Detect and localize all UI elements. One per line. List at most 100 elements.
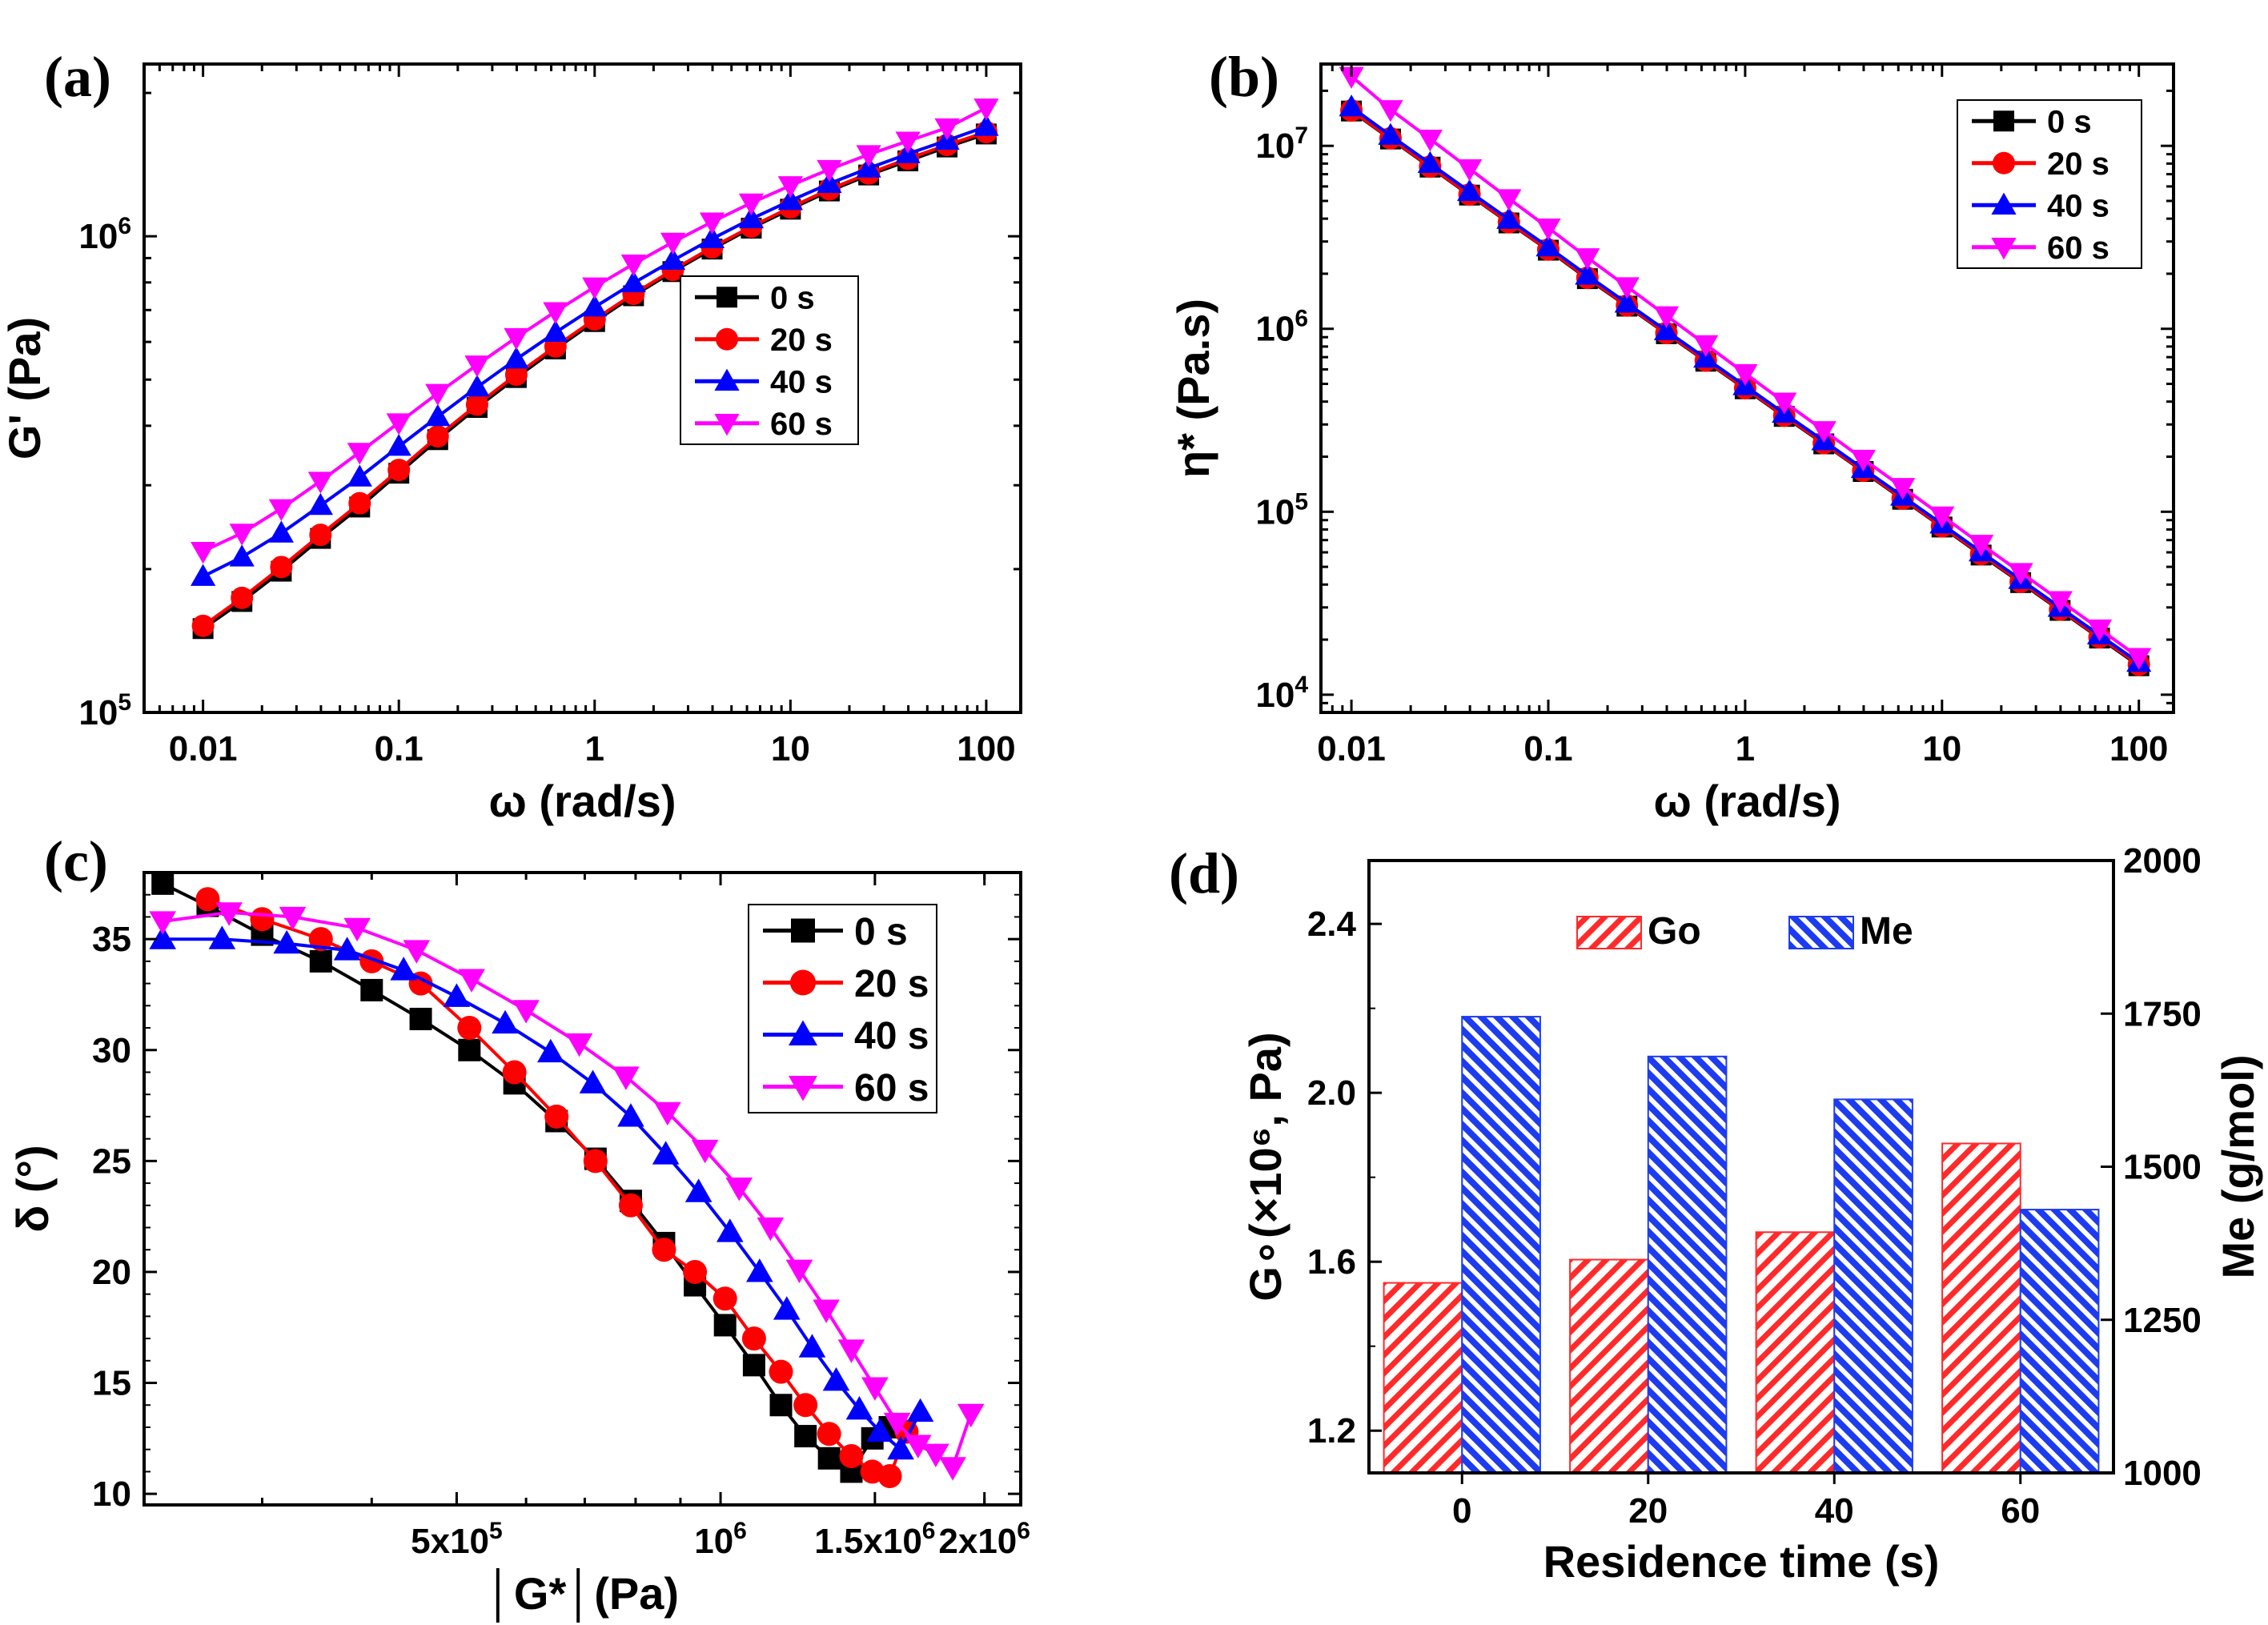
data-point [856, 145, 881, 167]
data-point [1378, 122, 1403, 145]
data-point [309, 949, 332, 973]
y-tick-label: 25 [92, 1142, 131, 1181]
data-point [785, 1259, 813, 1283]
data-point [1339, 66, 1364, 89]
data-point [504, 327, 529, 351]
data-point [307, 492, 333, 516]
series-line [162, 910, 973, 1471]
series-line [202, 130, 987, 628]
panel-label: (c) [44, 829, 108, 893]
data-point [817, 171, 842, 194]
y-left-tick-label: 1.6 [1307, 1242, 1356, 1282]
data-point [861, 1377, 889, 1401]
data-point [273, 929, 300, 954]
series-40s [149, 925, 934, 1460]
data-point [895, 131, 921, 154]
data-point [1457, 159, 1483, 182]
data-point [618, 1193, 643, 1218]
chart-a: (a) 0.01 0.1 1 10 100 105 106 ω (rad/s) G' (Pa) 0 … [0, 45, 1022, 826]
data-point [904, 1434, 932, 1458]
data-point [839, 1444, 864, 1469]
data-point [348, 492, 371, 515]
x-axis-label: ω (rad/s) [488, 776, 676, 826]
data-point [229, 544, 255, 567]
legend-label: 40 s [770, 365, 833, 400]
legend-label: 60 s [854, 1067, 929, 1109]
x-tick-label: 1 [1736, 729, 1755, 768]
data-point [845, 1396, 873, 1420]
x-tick-label: 2x106 [938, 1518, 1030, 1561]
data-point [2086, 619, 2113, 642]
x-tick-label: 0.01 [169, 729, 238, 768]
x-tick-label: 0.1 [375, 729, 423, 768]
x-tick-label: 0.01 [1317, 729, 1386, 768]
data-point [813, 1299, 840, 1323]
legend-marker [789, 1020, 817, 1045]
y-tick-label: 104 [1255, 672, 1308, 715]
data-point [777, 188, 803, 211]
data-point [582, 277, 608, 299]
data-point [660, 247, 686, 270]
y-axis-label: δ (°) [7, 1145, 58, 1232]
data-point [504, 347, 529, 369]
legend-label: Me [1860, 910, 1913, 953]
data-point [866, 1418, 893, 1442]
data-point [443, 983, 471, 1007]
data-point [654, 1101, 681, 1126]
legend-marker [791, 918, 815, 943]
data-point [1535, 234, 1561, 257]
data-point [250, 907, 275, 932]
data-point [464, 355, 490, 378]
data-point [1339, 94, 1364, 117]
y-left-tick-label: 1.2 [1307, 1411, 1356, 1450]
series-20s [191, 121, 998, 637]
x-tick-label: 0.1 [1523, 729, 1572, 768]
data-point [279, 906, 307, 931]
data-point [582, 295, 608, 317]
y-tick-label: 30 [92, 1031, 131, 1070]
legend: 0 s 20 s 40 s 60 s [1957, 99, 2142, 269]
data-point [2008, 563, 2033, 585]
data-point [793, 1393, 818, 1418]
data-point [1417, 150, 1443, 174]
series-20s [195, 887, 919, 1488]
bar-go [1569, 1258, 1649, 1474]
data-point [1614, 277, 1640, 299]
y-right-tick-label: 1250 [2123, 1301, 2202, 1340]
legend-marker [1993, 110, 2014, 132]
data-point [425, 403, 451, 427]
bar-me [1461, 1016, 1541, 1474]
legend-marker [714, 368, 740, 391]
series-line [202, 132, 987, 630]
legend-swatch-go [1576, 916, 1642, 949]
legend-label: 20 s [854, 963, 929, 1005]
panel-label: (a) [44, 45, 111, 109]
legend-marker [716, 327, 738, 351]
legend-marker [1991, 238, 2017, 260]
data-point [1732, 363, 1758, 387]
data-point [699, 226, 725, 248]
data-point [757, 1217, 785, 1242]
y-left-tick-label: 2.4 [1307, 905, 1357, 944]
y-right-axis-label: Me (g/mol) [2213, 1055, 2263, 1279]
data-point [191, 614, 215, 637]
legend-box [1957, 99, 2142, 269]
data-point [386, 413, 411, 435]
data-point [464, 375, 490, 397]
data-point [151, 872, 175, 895]
legend-marker [1991, 192, 2017, 215]
data-point [684, 1178, 713, 1202]
data-point [922, 1443, 949, 1468]
y-right-tick-label: 2000 [2123, 841, 2202, 881]
data-point [738, 206, 765, 229]
data-point [457, 1016, 482, 1041]
y-tick-label: 107 [1255, 122, 1308, 166]
y-right-tick-label: 1500 [2123, 1148, 2202, 1187]
legend-box [680, 275, 859, 445]
plot-frame [143, 62, 1022, 714]
data-point [716, 1218, 744, 1242]
data-point [691, 1139, 719, 1164]
y-tick-label: 106 [78, 213, 131, 256]
data-point [492, 1009, 519, 1034]
